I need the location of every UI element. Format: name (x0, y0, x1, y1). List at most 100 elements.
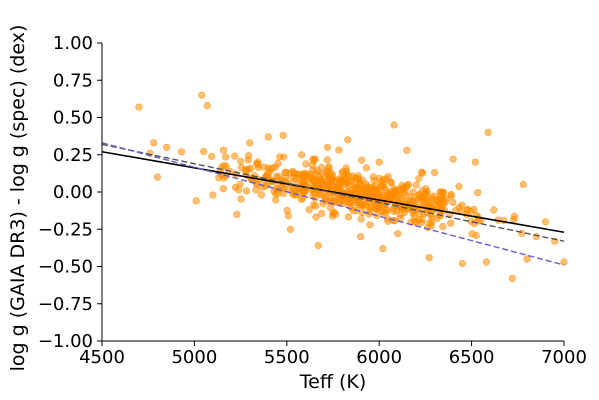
data-point (379, 245, 387, 253)
data-point (135, 103, 143, 111)
data-point (471, 158, 479, 166)
points-layer (135, 91, 568, 283)
data-point (428, 193, 436, 201)
data-point (358, 201, 367, 210)
data-point (242, 187, 251, 195)
data-point (321, 182, 329, 190)
data-point (336, 176, 345, 184)
data-point (257, 191, 266, 199)
data-point (560, 258, 568, 266)
data-point (264, 133, 272, 141)
data-point (339, 169, 347, 177)
data-point (237, 195, 245, 203)
data-point (368, 183, 376, 191)
data-point (355, 178, 364, 186)
fit-lines-layer (101, 142, 565, 266)
data-point (344, 213, 353, 221)
data-point (417, 194, 425, 202)
y-tick-label: 0.75 (53, 70, 93, 91)
data-point (233, 210, 241, 218)
data-point (474, 189, 482, 197)
data-point (312, 202, 320, 210)
data-point (253, 160, 261, 168)
data-point (237, 164, 245, 172)
data-point (467, 207, 475, 215)
data-point (427, 218, 436, 226)
data-point (300, 188, 308, 196)
x-tick-label: 7000 (541, 347, 587, 368)
x-tick-label: 5500 (264, 347, 310, 368)
data-point (449, 155, 457, 163)
data-point (357, 233, 365, 241)
data-point (335, 146, 343, 154)
data-point (200, 147, 208, 156)
data-point (266, 165, 275, 173)
data-point (297, 195, 305, 203)
data-point (384, 217, 392, 225)
data-point (412, 181, 420, 189)
data-point (244, 156, 252, 164)
x-tick-label: 6000 (356, 347, 402, 368)
data-point (332, 210, 340, 218)
fit-line-solid (101, 150, 565, 234)
data-point (437, 191, 445, 199)
fit-line-dashed-1 (101, 143, 565, 242)
data-point (231, 152, 239, 160)
data-point (396, 214, 404, 222)
fit-line-dashed-2 (101, 142, 565, 266)
data-point (177, 148, 186, 156)
data-point (490, 206, 498, 214)
data-point (272, 172, 281, 181)
data-point (283, 206, 291, 215)
x-ticks: 4500 5000 5500 6000 6500 7000 (79, 341, 587, 368)
data-point (390, 185, 398, 193)
data-point (439, 222, 447, 231)
data-point (222, 153, 230, 161)
data-point (362, 164, 371, 172)
data-point (150, 139, 158, 147)
data-point (458, 201, 466, 209)
x-tick-label: 4500 (79, 347, 125, 368)
data-point (219, 185, 227, 193)
data-point (290, 186, 298, 194)
data-point (219, 146, 228, 154)
data-point (372, 205, 380, 213)
data-point (447, 219, 455, 227)
data-point (437, 199, 445, 207)
data-point (208, 152, 216, 161)
data-point (237, 157, 245, 165)
data-point (357, 215, 365, 223)
data-point (384, 173, 392, 181)
data-point (299, 171, 307, 179)
data-point (198, 91, 206, 99)
data-point (375, 158, 383, 166)
data-point (369, 173, 378, 181)
data-point (390, 121, 398, 129)
data-point (425, 254, 433, 262)
data-point (192, 197, 200, 205)
data-point (203, 101, 211, 110)
data-point (328, 176, 336, 184)
data-point (431, 169, 439, 177)
data-point (363, 189, 371, 197)
data-point (455, 182, 463, 191)
data-point (400, 184, 408, 192)
data-point (323, 143, 332, 151)
y-tick-label: −0.75 (38, 294, 93, 315)
y-tick-label: −0.50 (38, 257, 93, 278)
data-point (366, 221, 374, 229)
data-point (484, 128, 492, 136)
data-point (449, 198, 457, 206)
data-point (404, 180, 413, 189)
y-tick-label: 1.00 (53, 33, 93, 54)
data-point (280, 153, 288, 161)
x-axis-label: Teff (K) (299, 371, 366, 393)
data-point (519, 180, 527, 189)
data-point (415, 174, 423, 183)
data-point (508, 274, 516, 283)
x-tick-label: 5000 (171, 347, 217, 368)
y-tick-label: 0.50 (53, 108, 93, 129)
data-point (358, 156, 366, 164)
data-point (541, 218, 550, 226)
data-point (433, 215, 441, 223)
